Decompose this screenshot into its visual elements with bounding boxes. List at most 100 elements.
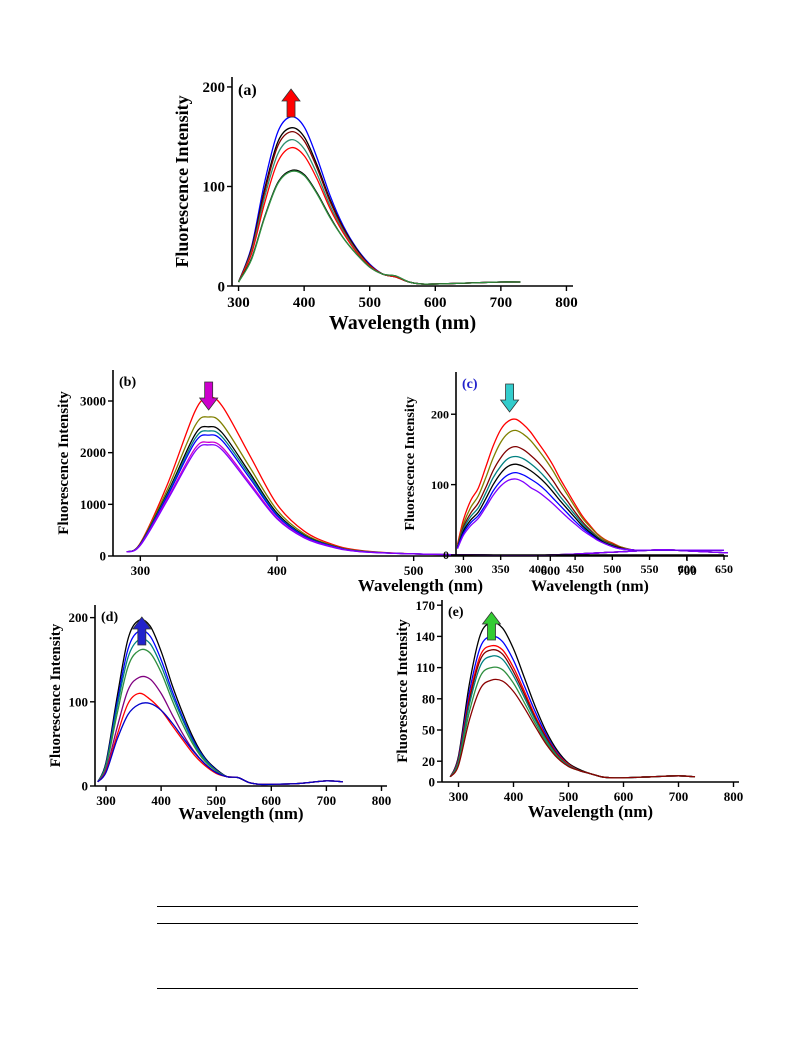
y-axis-label: Fluorescence Intensity — [403, 397, 418, 531]
x-tick-label: 700 — [490, 295, 513, 311]
x-tick-label: 500 — [206, 793, 226, 808]
y-axis-label: Fluorescence Intensity — [48, 623, 64, 767]
x-tick-label: 600 — [541, 563, 561, 578]
series-line-3 — [237, 130, 521, 285]
trend-arrow-up — [132, 616, 152, 646]
series-line-7 — [238, 170, 521, 285]
panel-label: (d) — [101, 610, 118, 625]
panel-label: (b) — [119, 375, 136, 390]
x-tick-label: 800 — [372, 793, 392, 808]
trend-arrow-up — [481, 611, 502, 641]
x-axis-label: Wavelength (nm) — [358, 576, 483, 595]
x-tick-label: 400 — [529, 562, 547, 576]
series-line-2 — [126, 416, 729, 556]
series-line-1 — [449, 621, 696, 779]
y-tick-label: 200 — [69, 610, 89, 625]
y-tick-label: 50 — [422, 723, 435, 738]
series-line-2 — [237, 127, 521, 285]
x-tick-label: 500 — [404, 563, 424, 578]
x-tick-label: 700 — [669, 789, 689, 804]
series-line-3 — [97, 637, 343, 786]
series-line-7 — [126, 444, 729, 556]
x-tick-label: 300 — [96, 793, 116, 808]
x-tick-label: 650 — [715, 562, 733, 576]
chart-panel-1: 300 400 500 600 700 800 0 100 200 Wavelength (nm)… — [172, 77, 578, 334]
x-tick-label: 300 — [227, 295, 250, 311]
series-line-5 — [456, 463, 724, 551]
x-tick-label: 400 — [151, 793, 171, 808]
series-line-4 — [237, 138, 521, 285]
x-tick-label: 550 — [641, 562, 659, 576]
x-tick-label: 700 — [317, 793, 337, 808]
y-tick-label: 2000 — [80, 445, 106, 460]
y-tick-label: 0 — [218, 279, 226, 295]
x-tick-label: 450 — [566, 562, 584, 576]
x-tick-label: 800 — [555, 295, 578, 311]
y-tick-label: 200 — [431, 407, 449, 421]
x-tick-label: 350 — [492, 562, 510, 576]
y-axis-label: Fluorescence Intensity — [56, 391, 72, 535]
x-tick-label: 400 — [504, 789, 524, 804]
series-line-6 — [456, 471, 724, 551]
x-tick-label: 300 — [449, 789, 469, 804]
series-line-6 — [126, 441, 729, 556]
x-tick-label: 500 — [358, 295, 381, 311]
series-line-5 — [126, 434, 729, 556]
x-tick-label: 600 — [262, 793, 282, 808]
y-tick-label: 80 — [422, 691, 435, 706]
y-axis-label: Fluorescence Intensity — [172, 95, 192, 267]
series-line-6 — [449, 666, 696, 779]
y-tick-label: 0 — [100, 549, 107, 564]
y-tick-label: 100 — [431, 478, 449, 492]
y-tick-label: 0 — [429, 775, 436, 790]
x-tick-label: 400 — [267, 563, 287, 578]
y-tick-label: 100 — [203, 180, 226, 196]
trend-arrow-down — [499, 383, 520, 413]
series-line-5 — [97, 675, 343, 786]
x-tick-label: 600 — [614, 789, 634, 804]
trend-arrow-up — [281, 88, 301, 118]
y-tick-label: 20 — [422, 754, 435, 769]
x-axis-label: Wavelength (nm) — [528, 802, 653, 821]
chart-panel-4: 300 400 500 600 700 800 0 100 200 Wavelength (nm)… — [48, 605, 391, 823]
series-line-1 — [237, 116, 521, 285]
series-line-4 — [97, 648, 343, 786]
x-tick-label: 300 — [131, 563, 151, 578]
x-tick-label: 700 — [677, 563, 697, 578]
series-line-1 — [126, 396, 729, 556]
x-axis-label: Wavelength (nm) — [531, 578, 649, 595]
x-axis-label: Wavelength (nm) — [178, 804, 303, 823]
y-tick-label: 170 — [416, 598, 436, 613]
y-tick-label: 100 — [69, 694, 89, 709]
y-tick-label: 3000 — [80, 394, 106, 409]
series-line-5 — [449, 655, 696, 779]
x-tick-label: 300 — [454, 562, 472, 576]
x-tick-label: 600 — [678, 562, 696, 576]
y-tick-label: 0 — [443, 548, 449, 562]
y-tick-label: 0 — [82, 779, 89, 794]
x-tick-label: 500 — [559, 789, 579, 804]
x-tick-label: 600 — [424, 295, 447, 311]
trend-arrow-down — [198, 381, 219, 411]
table-header-rule — [157, 923, 638, 924]
chart-panel-5: 300 400 500 600 700 800 0 20 50 80 110 140 170 Wavele… — [395, 598, 743, 821]
series-line-7 — [456, 478, 724, 551]
y-axis-label: Fluorescence Intensity — [395, 619, 411, 763]
table-bottom-rule — [157, 988, 638, 989]
series-line-6 — [238, 169, 521, 285]
table-top-rule — [157, 906, 638, 907]
panel-label: (c) — [462, 377, 478, 392]
x-axis-label: Wavelength (nm) — [329, 312, 476, 334]
series-line-7 — [449, 678, 696, 779]
series-line-5 — [238, 146, 521, 285]
series-line-3 — [449, 644, 696, 779]
x-tick-label: 400 — [293, 295, 316, 311]
series-line-7 — [97, 702, 343, 786]
y-tick-label: 1000 — [80, 497, 106, 512]
panel-label: (e) — [448, 605, 464, 620]
x-tick-label: 800 — [724, 789, 744, 804]
y-tick-label: 140 — [416, 629, 436, 644]
x-tick-label: 500 — [603, 562, 621, 576]
